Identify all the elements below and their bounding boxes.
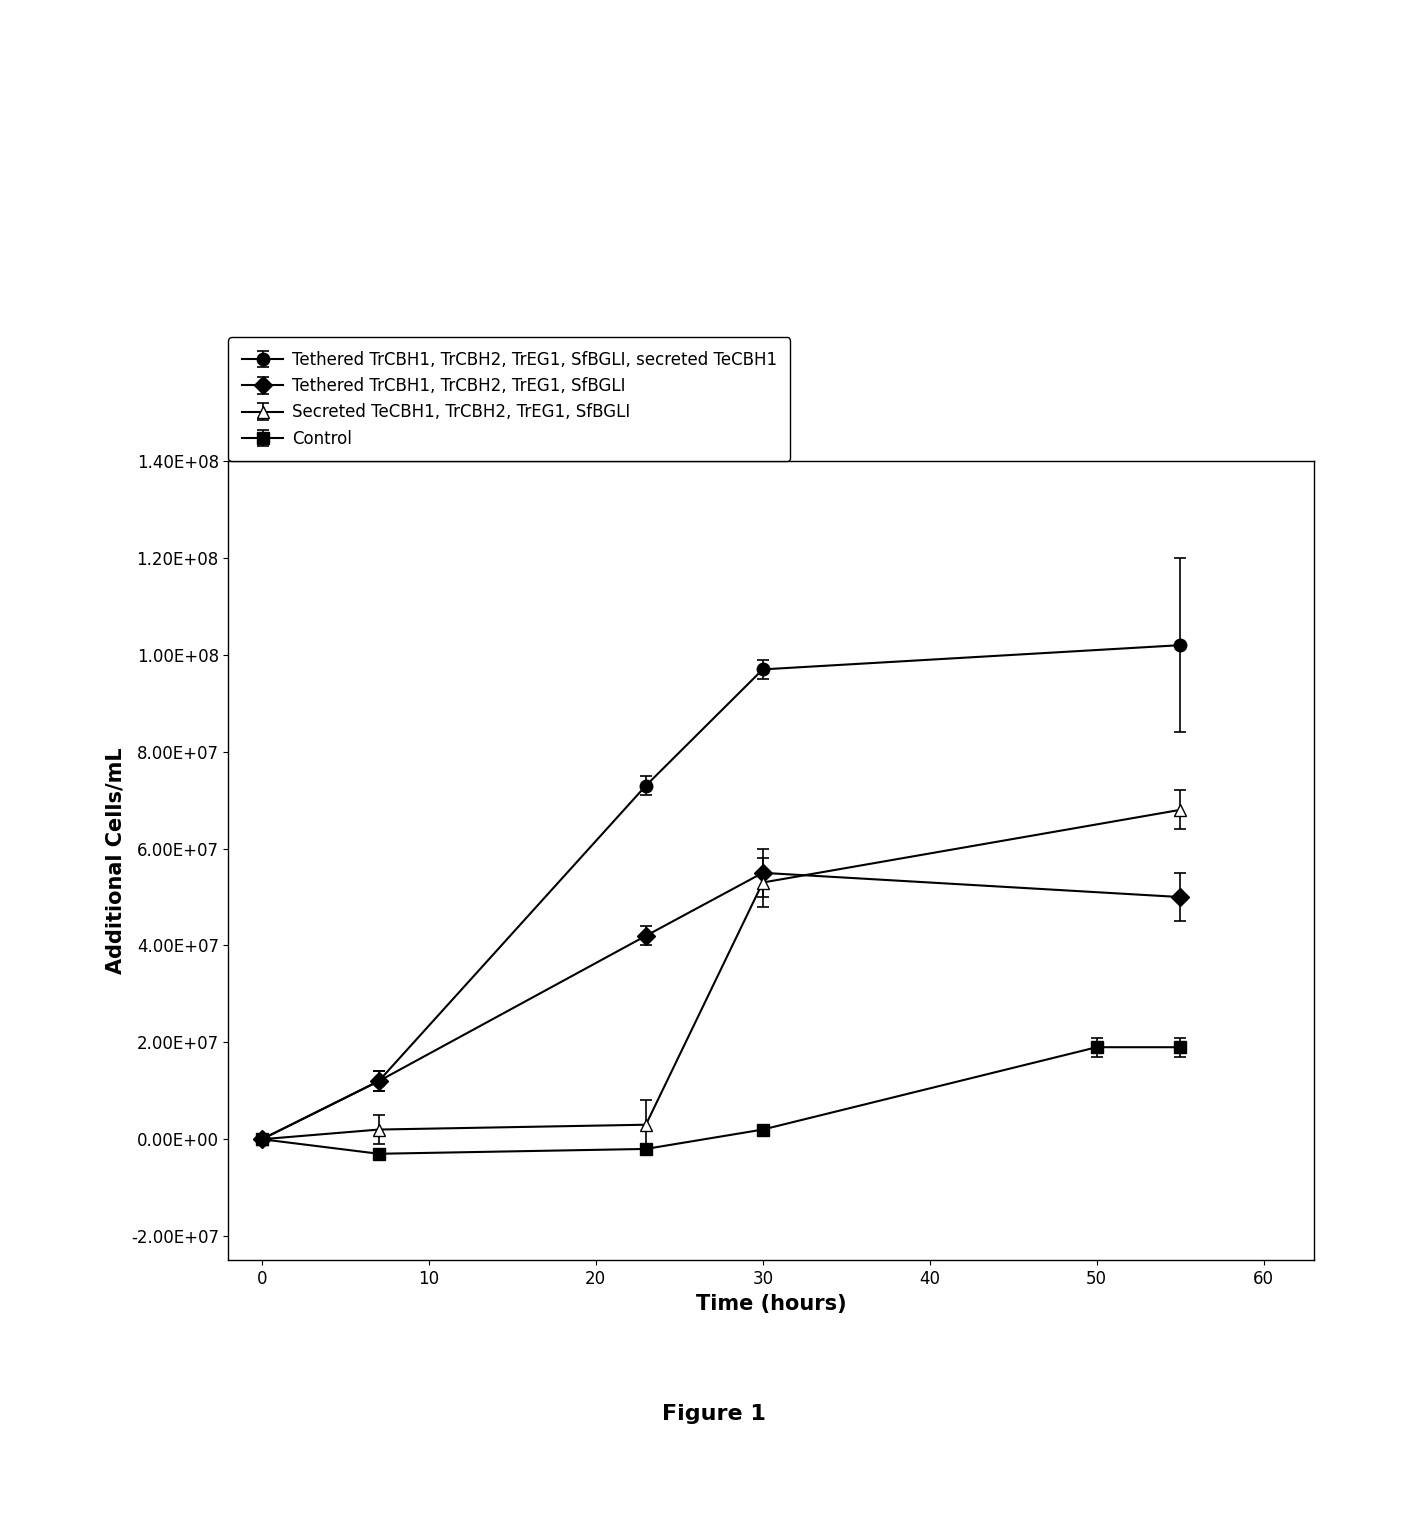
Legend: Tethered TrCBH1, TrCBH2, TrEG1, SfBGLI, secreted TeCBH1, Tethered TrCBH1, TrCBH2: Tethered TrCBH1, TrCBH2, TrEG1, SfBGLI, … [228,338,790,461]
Text: Figure 1: Figure 1 [663,1403,765,1425]
X-axis label: Time (hours): Time (hours) [695,1294,847,1314]
Y-axis label: Additional Cells/mL: Additional Cells/mL [106,747,126,974]
